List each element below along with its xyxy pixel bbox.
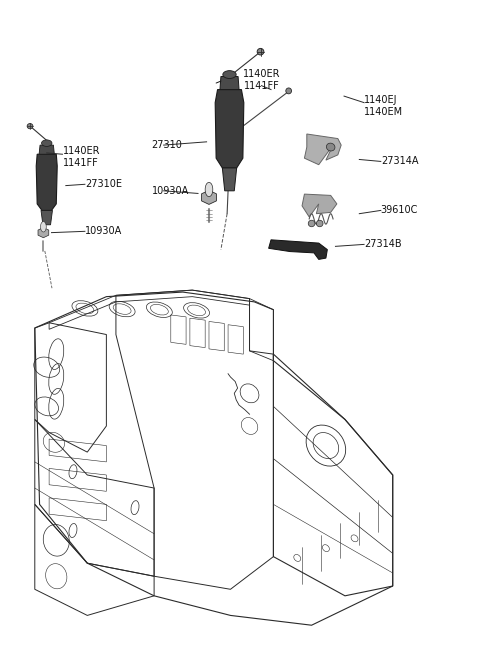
- Polygon shape: [41, 211, 52, 225]
- Polygon shape: [215, 90, 244, 168]
- Text: 27314B: 27314B: [364, 239, 402, 249]
- Text: 1140ER
1141FF: 1140ER 1141FF: [63, 146, 101, 168]
- Text: 10930A: 10930A: [152, 186, 189, 196]
- Text: 27310: 27310: [152, 140, 182, 150]
- Text: 27310E: 27310E: [85, 179, 122, 190]
- Ellipse shape: [205, 182, 213, 197]
- Ellipse shape: [41, 140, 52, 146]
- Ellipse shape: [40, 222, 46, 232]
- Polygon shape: [269, 240, 327, 259]
- Polygon shape: [220, 77, 239, 90]
- Text: 1140EJ
1140EM: 1140EJ 1140EM: [364, 95, 403, 117]
- Text: 1140ER
1141FF: 1140ER 1141FF: [243, 69, 280, 91]
- Text: 27314A: 27314A: [381, 156, 418, 167]
- Ellipse shape: [308, 220, 315, 227]
- Ellipse shape: [326, 143, 335, 151]
- Polygon shape: [222, 168, 237, 191]
- Polygon shape: [302, 194, 337, 217]
- Polygon shape: [38, 228, 49, 237]
- Ellipse shape: [257, 49, 264, 55]
- Ellipse shape: [316, 220, 323, 227]
- Ellipse shape: [223, 71, 236, 79]
- Text: 39610C: 39610C: [381, 205, 418, 215]
- Ellipse shape: [286, 88, 291, 94]
- Polygon shape: [39, 145, 54, 154]
- Text: 10930A: 10930A: [85, 226, 122, 236]
- Polygon shape: [36, 154, 57, 211]
- Polygon shape: [202, 190, 216, 205]
- Ellipse shape: [27, 123, 33, 129]
- Polygon shape: [304, 134, 341, 165]
